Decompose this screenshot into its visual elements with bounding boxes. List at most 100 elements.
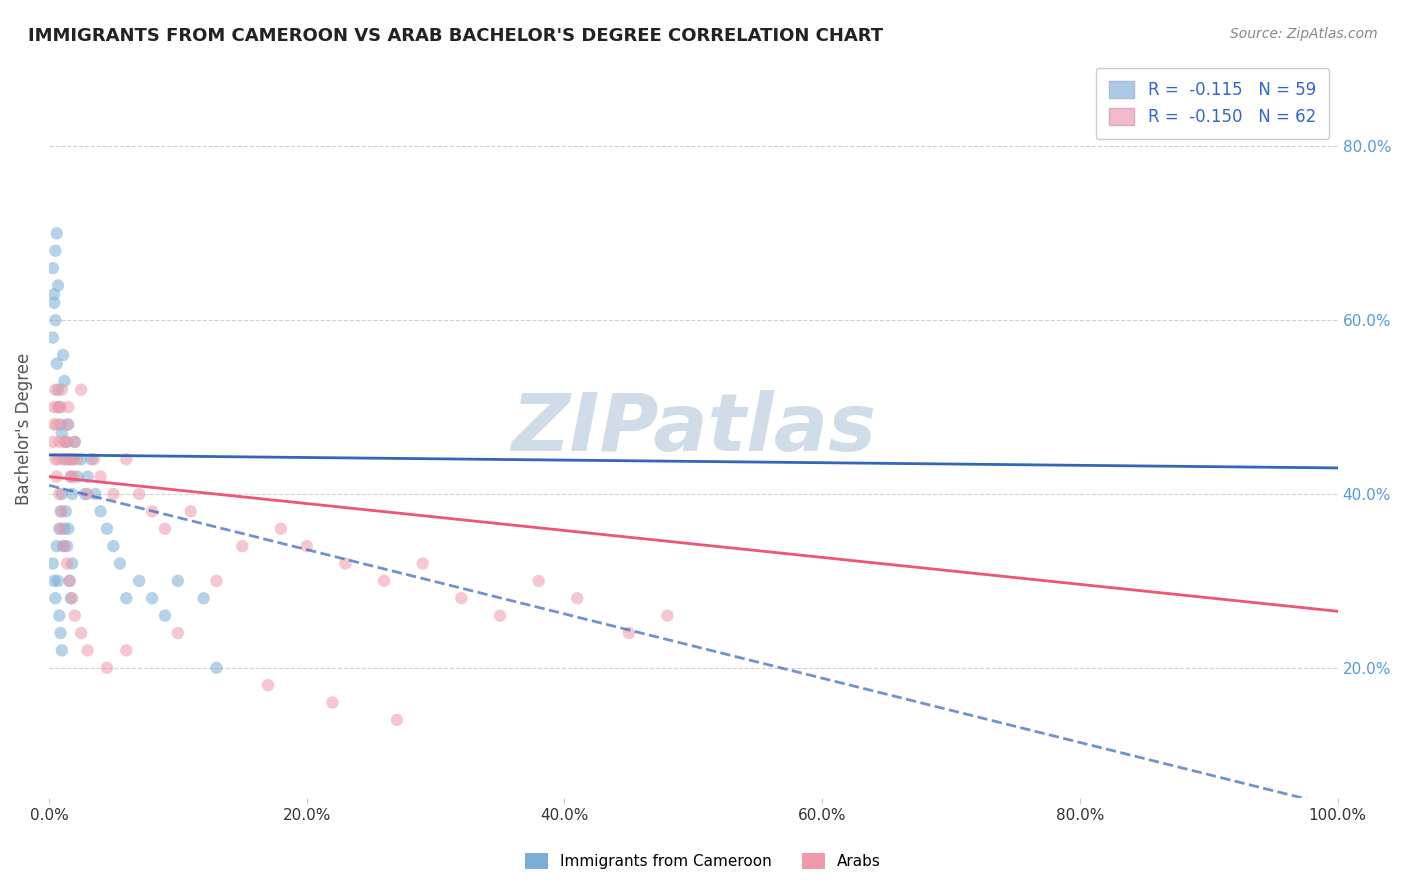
Point — [53, 539, 76, 553]
Point — [60, 557, 83, 571]
Point — [44, 313, 66, 327]
Point — [83, 452, 105, 467]
Legend: Immigrants from Cameroon, Arabs: Immigrants from Cameroon, Arabs — [519, 847, 887, 875]
Point — [205, 661, 228, 675]
Point — [58, 400, 80, 414]
Point — [45, 469, 67, 483]
Point — [295, 539, 318, 553]
Point — [70, 626, 93, 640]
Point — [335, 557, 357, 571]
Point — [42, 330, 65, 344]
Point — [60, 487, 83, 501]
Point — [62, 452, 84, 467]
Point — [45, 417, 67, 432]
Point — [270, 522, 292, 536]
Point — [66, 452, 89, 467]
Point — [62, 469, 84, 483]
Point — [49, 417, 72, 432]
Point — [59, 591, 82, 606]
Point — [89, 469, 111, 483]
Point — [153, 522, 176, 536]
Point — [45, 539, 67, 553]
Point — [51, 487, 73, 501]
Point — [46, 574, 69, 588]
Point — [84, 487, 107, 501]
Point — [49, 626, 72, 640]
Point — [166, 626, 188, 640]
Point — [58, 574, 80, 588]
Point — [231, 539, 253, 553]
Point — [108, 557, 131, 571]
Point — [42, 417, 65, 432]
Point — [45, 357, 67, 371]
Point — [70, 452, 93, 467]
Point — [73, 487, 96, 501]
Point — [63, 608, 86, 623]
Legend: R =  -0.115   N = 59, R =  -0.150   N = 62: R = -0.115 N = 59, R = -0.150 N = 62 — [1097, 68, 1329, 139]
Point — [257, 678, 280, 692]
Point — [128, 574, 150, 588]
Point — [53, 374, 76, 388]
Point — [58, 452, 80, 467]
Point — [115, 452, 138, 467]
Point — [42, 296, 65, 310]
Y-axis label: Bachelor's Degree: Bachelor's Degree — [15, 352, 32, 505]
Point — [42, 287, 65, 301]
Point — [128, 487, 150, 501]
Point — [52, 539, 75, 553]
Point — [46, 452, 69, 467]
Point — [153, 608, 176, 623]
Point — [59, 469, 82, 483]
Point — [567, 591, 589, 606]
Point — [450, 591, 472, 606]
Point — [52, 348, 75, 362]
Point — [49, 504, 72, 518]
Point — [412, 557, 434, 571]
Point — [42, 574, 65, 588]
Point — [166, 574, 188, 588]
Point — [103, 487, 125, 501]
Point — [48, 522, 70, 536]
Text: Source: ZipAtlas.com: Source: ZipAtlas.com — [1230, 27, 1378, 41]
Point — [59, 469, 82, 483]
Point — [80, 452, 103, 467]
Point — [56, 539, 79, 553]
Point — [44, 383, 66, 397]
Point — [51, 383, 73, 397]
Point — [56, 434, 79, 449]
Point — [48, 434, 70, 449]
Point — [76, 643, 98, 657]
Point — [141, 591, 163, 606]
Point — [55, 504, 77, 518]
Point — [66, 469, 89, 483]
Point — [180, 504, 202, 518]
Point — [42, 261, 65, 276]
Point — [44, 591, 66, 606]
Point — [49, 522, 72, 536]
Point — [42, 434, 65, 449]
Point — [527, 574, 550, 588]
Point — [489, 608, 512, 623]
Point — [51, 504, 73, 518]
Point — [48, 400, 70, 414]
Point — [205, 574, 228, 588]
Point — [115, 643, 138, 657]
Point — [89, 504, 111, 518]
Point — [51, 643, 73, 657]
Point — [52, 452, 75, 467]
Text: IMMIGRANTS FROM CAMEROON VS ARAB BACHELOR'S DEGREE CORRELATION CHART: IMMIGRANTS FROM CAMEROON VS ARAB BACHELO… — [28, 27, 883, 45]
Point — [115, 591, 138, 606]
Point — [617, 626, 640, 640]
Text: ZIPatlas: ZIPatlas — [510, 390, 876, 467]
Point — [44, 452, 66, 467]
Point — [96, 661, 118, 675]
Point — [42, 400, 65, 414]
Point — [55, 452, 77, 467]
Point — [55, 434, 77, 449]
Point — [42, 557, 65, 571]
Point — [63, 434, 86, 449]
Point — [141, 504, 163, 518]
Point — [385, 713, 408, 727]
Point — [657, 608, 679, 623]
Point — [45, 227, 67, 241]
